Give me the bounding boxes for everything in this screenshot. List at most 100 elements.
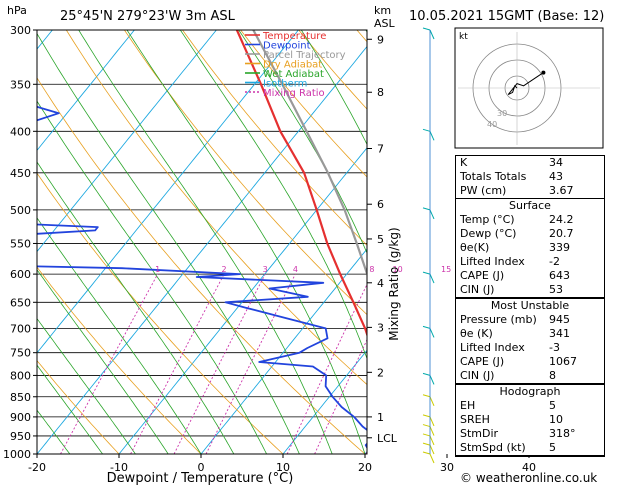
plot-frame [36,29,368,455]
wind-barb [429,209,435,220]
wind-barb-feather [422,271,431,275]
wind-barb [429,396,435,406]
y-axis-mixing-label: Mixing Ratio (g/kg) [387,227,401,340]
km-tick-label: 9 [377,33,384,46]
hodo-row: StmSpd (kt) 5 [456,441,604,455]
wind-barb-feather [422,325,431,329]
hodograph-unit-label: kt [459,32,468,42]
index-label: PW (cm) [460,184,507,197]
wind-barb-feather [422,372,431,376]
copyright-footer: © weatheronline.co.uk [460,471,597,485]
surface-label: CIN (J) [460,283,495,296]
isotherm-line [37,30,217,253]
mixing-ratio-line [365,450,367,454]
dry-adiabat-line [37,266,202,454]
pressure-tick-label: 450 [10,167,31,180]
pressure-tick-label: 800 [10,369,31,382]
mixing-ratio-label: 3 [263,265,268,274]
mixing-ratio-label: 15 [441,265,451,274]
pressure-tick-label: 700 [10,322,31,335]
surface-row: Temp (°C) 24.2 [456,213,604,227]
wind-barb-feather [422,451,431,455]
legend-entry: Temperature [262,31,326,42]
hodograph-trace [507,72,544,96]
mu-value: -3 [549,341,560,354]
surface-value: 20.7 [549,227,574,240]
mu-value: 341 [549,327,570,340]
hodo-row: SREH 10 [456,413,604,427]
hodo-label: StmDir [460,427,499,440]
mu-row: CIN (J) 8 [456,369,604,383]
surface-value: 339 [549,241,570,254]
index-value: 3.67 [549,184,574,197]
hodo-value: 318° [549,427,576,440]
pressure-tick-label: 950 [10,430,31,443]
pressure-unit-label: hPa [7,4,27,17]
wet-adiabat-line [126,30,366,454]
index-row: Totals Totals 43 [456,170,604,184]
temperature-line [235,30,367,338]
legend-entry: Dewpoint [263,41,311,52]
surface-label: Dewp (°C) [460,227,517,240]
km-tick-label: 6 [377,198,384,211]
isotherm-line [118,147,367,454]
wet-adiabat-line [37,32,300,454]
index-row: K 34 [456,156,604,170]
hodo-label: StmSpd (kt) [460,441,526,454]
km-tick-label: 3 [377,321,384,334]
hodo-row: StmDir 318° [456,427,604,441]
surface-label: θe(K) [460,241,490,254]
pressure-tick-label: 650 [10,296,31,309]
wind-barb [429,435,435,446]
hodograph-stats-title: Hodograph [499,385,561,398]
pressure-tick-label: 500 [10,204,31,217]
wind-barb [429,416,435,427]
wind-barb-feather [422,394,431,398]
index-row: PW (cm) 3.67 [456,184,604,198]
mu-label: θe (K) [460,327,493,340]
dewpoint-line [37,105,367,450]
wind-barb [429,131,435,141]
dry-adiabat-line [37,359,120,454]
isotherm-line [37,45,367,454]
surface-label: CAPE (J) [460,269,505,282]
legend-entry: Mixing Ratio [263,88,325,99]
km-tick-label: 7 [377,142,384,155]
surface-row: CAPE (J) 643 [456,269,604,283]
wet-adiabat-line [238,30,367,254]
wind-barb [429,29,435,40]
temp-tick-label: 30 [440,461,454,474]
wet-adiabat-line [37,217,202,454]
km-tick-label: 4 [377,277,384,290]
mixing-ratio-label: 1 [155,265,160,274]
mu-row: θe (K) 341 [456,327,604,341]
parcel-trajectory-line [252,30,367,278]
hodograph-ring-label: 40 [487,120,497,129]
hodograph-stats-panel: Hodograph EH 5 SREH 10 StmDir 318° StmSpd (kt)… [455,384,605,456]
surface-title: Surface [509,199,551,212]
index-label: K [460,156,468,169]
surface-label: Temp (°C) [460,213,515,226]
mu-value: 945 [549,313,570,326]
hodo-label: EH [460,399,476,412]
surface-value: 643 [549,269,570,282]
km-tick-label: 8 [377,86,384,99]
mixing-ratio-label: 8 [369,265,374,274]
pressure-tick-label: 400 [10,125,31,138]
index-value: 43 [549,170,563,183]
datetime-title: 10.05.2021 15GMT (Base: 12) [409,9,604,24]
surface-row: Dewp (°C) 20.7 [456,227,604,241]
isotherm-line [37,30,135,152]
hodograph-ring-label: 30 [497,109,507,118]
wind-barb-feather [422,424,431,428]
isotherm-line [282,349,367,454]
mu-label: Pressure (mb) [460,313,537,326]
wind-barb-feather [422,27,431,31]
wet-adiabat-line [37,269,169,454]
asl-unit-label: ASL [374,17,396,30]
most-unstable-title: Most Unstable [490,299,570,312]
temp-tick-label: 10 [276,461,290,474]
surface-panel: Surface Temp (°C) 24.2 Dewp (°C) 20.7 θe(K) 3… [455,198,605,298]
km-tick-label: LCL [377,432,398,445]
